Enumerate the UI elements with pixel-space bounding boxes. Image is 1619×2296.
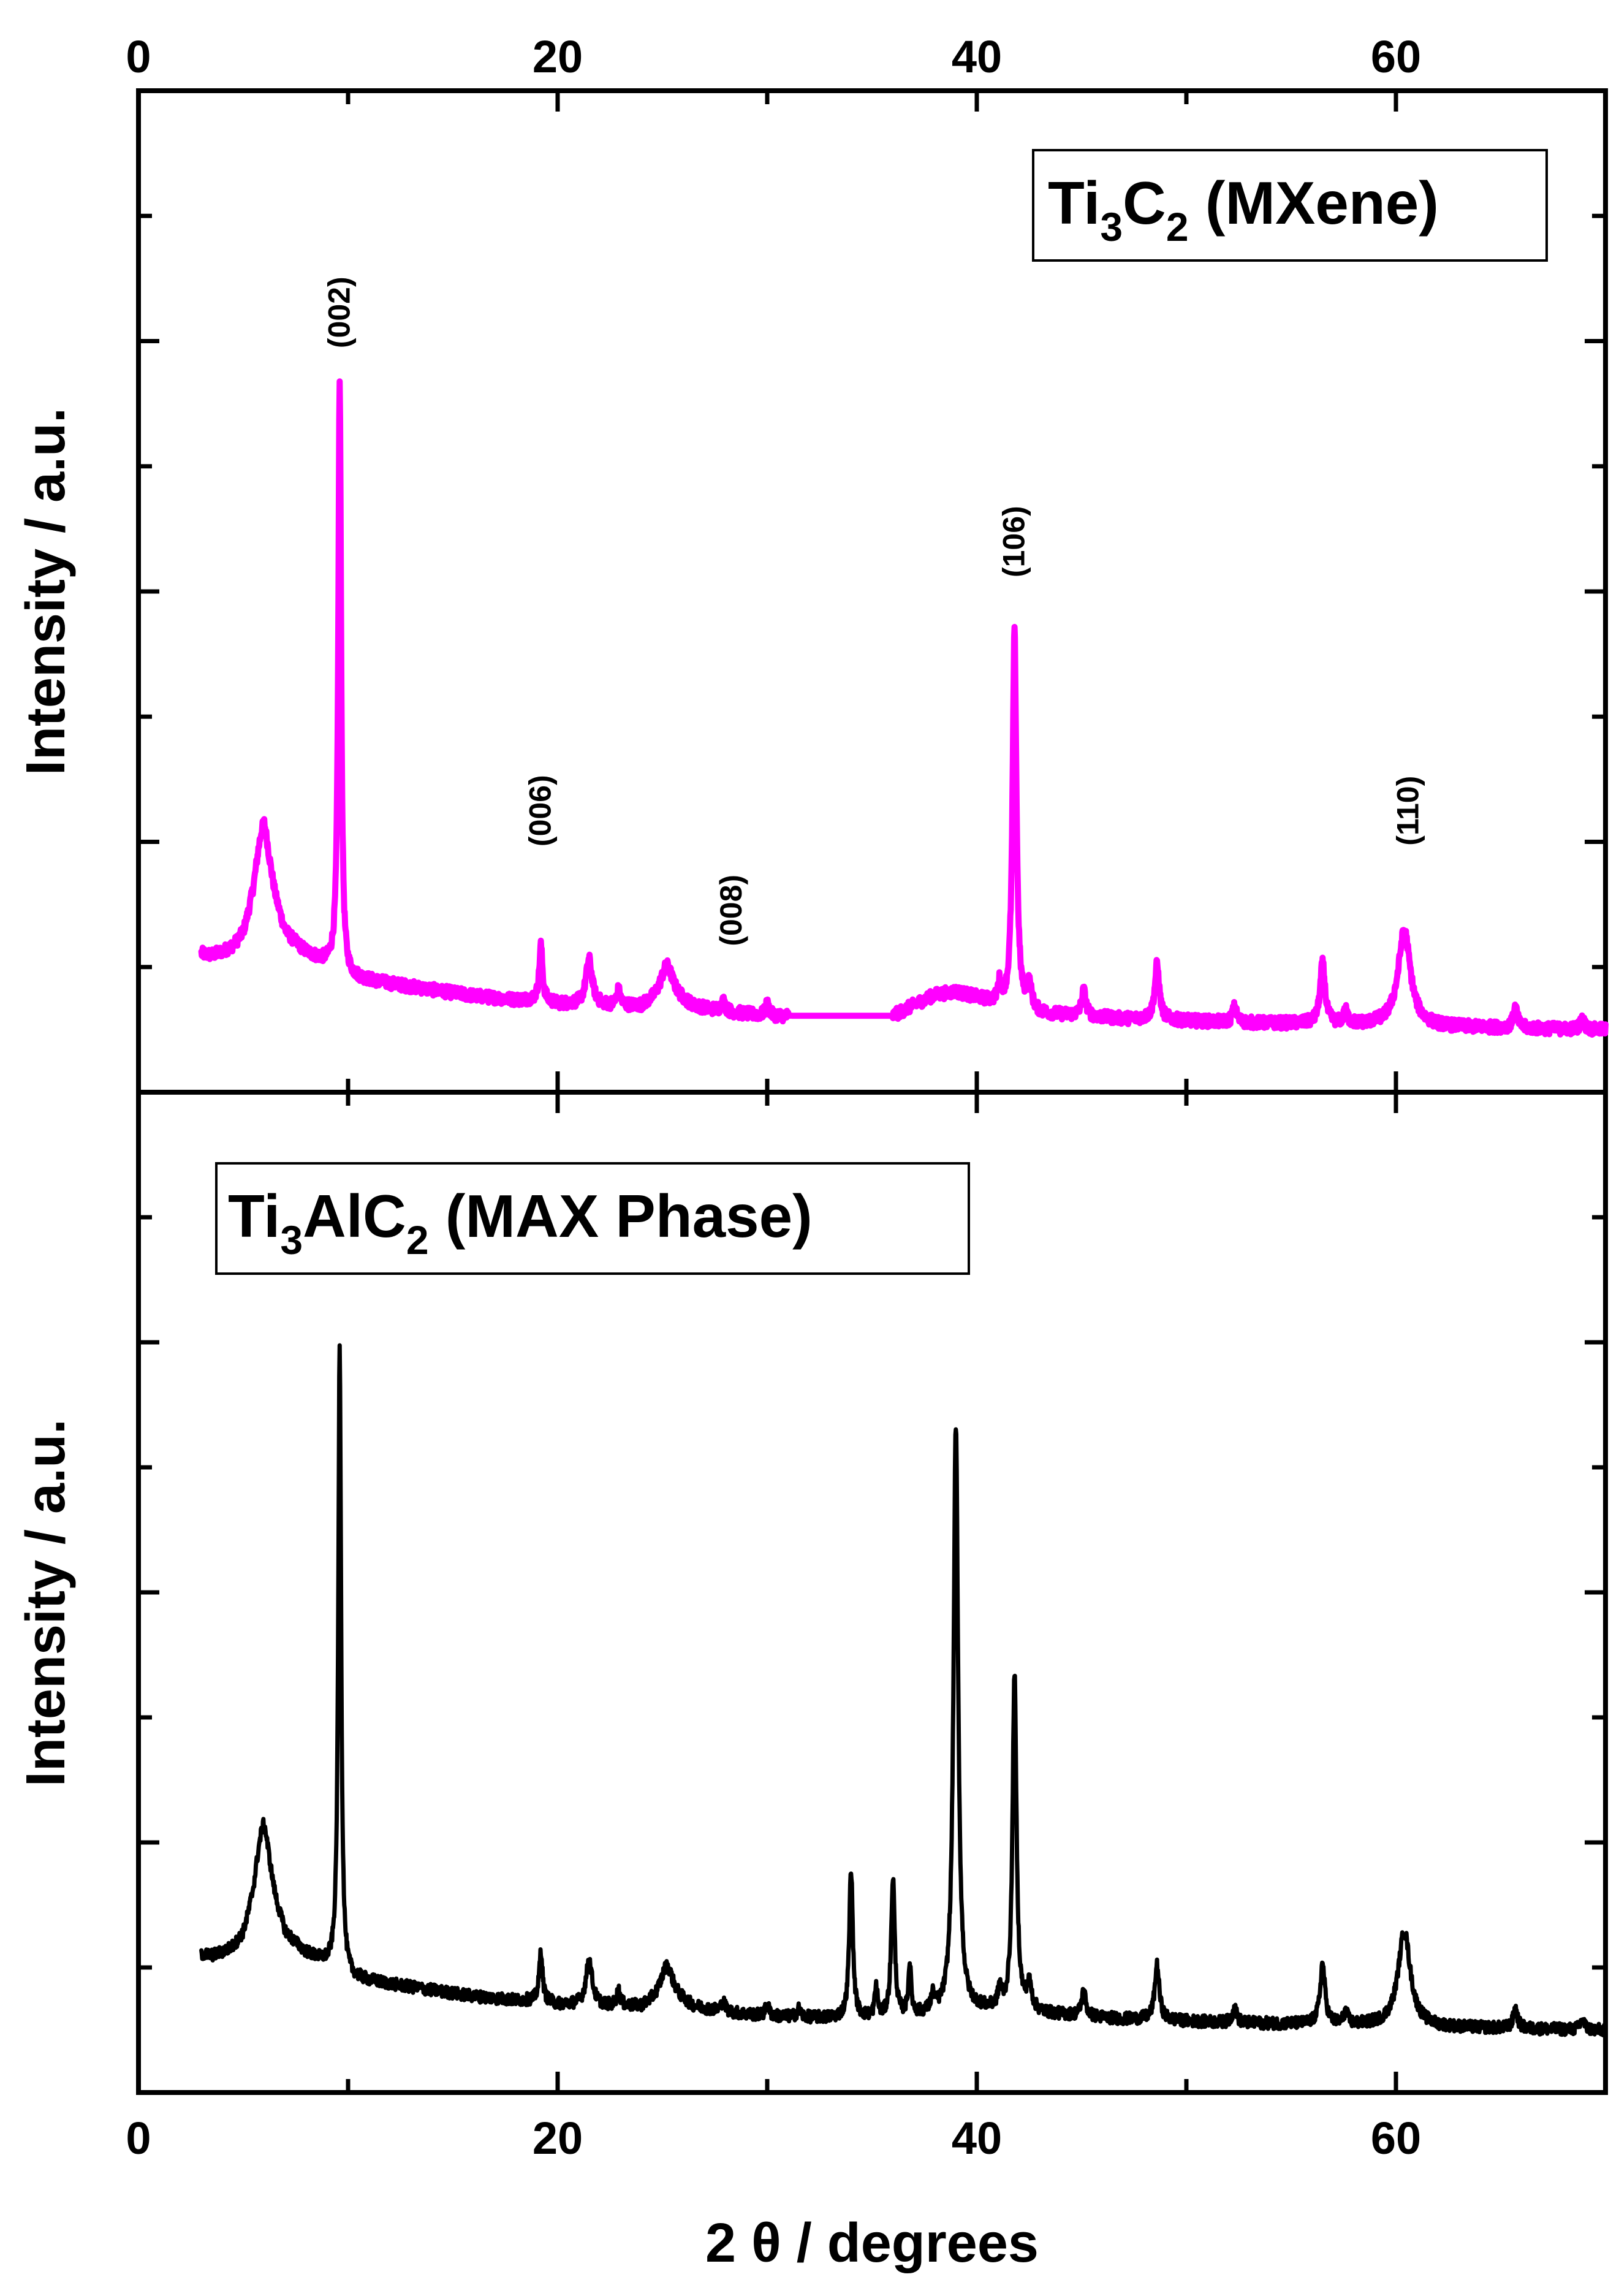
mxene-legend-sub2: 2 — [1166, 204, 1189, 249]
mxene-x-tick-label: 40 — [952, 31, 1002, 82]
x-axis-label: 2 θ / degrees — [705, 2213, 1039, 2274]
max-legend-box — [215, 1162, 970, 1275]
max-xrd-series-line — [199, 1343, 1608, 2037]
mxene-x-tick-label: 20 — [533, 31, 583, 82]
max-legend-text: Ti3AlC2 (MAX Phase) — [228, 1182, 813, 1263]
peak-label: (106) — [997, 506, 1031, 577]
mxene-x-tick-label: 0 — [126, 31, 151, 82]
mxene-top-tick-labels: 0 20 40 60 — [126, 31, 1421, 82]
peak-label: (006) — [523, 775, 558, 846]
max-x-tick-label: 40 — [952, 2113, 1002, 2164]
mxene-panel: 0 20 40 60 Intensity / a.u. Ti3C2 (MXene) (… — [15, 31, 1609, 1095]
peak-label: (110) — [1391, 776, 1425, 846]
peak-label: (008) — [714, 875, 748, 946]
max-y-axis-label: Intensity / a.u. — [15, 1419, 77, 1787]
mxene-legend-text: Ti3C2 (MXene) — [1048, 169, 1439, 249]
max-x-tick-label: 0 — [126, 2113, 151, 2164]
mxene-xrd-series-line — [198, 378, 1609, 1038]
mxene-x-tick-label: 60 — [1371, 31, 1421, 82]
max-legend-alc: AlC — [303, 1182, 406, 1250]
mxene-legend: Ti3C2 (MXene) — [1032, 149, 1548, 262]
mxene-legend-sub1: 3 — [1100, 204, 1123, 249]
mxene-peak-labels: (002) (006) (008) (106) (110) — [322, 276, 1425, 946]
max-bottom-tick-labels: 0 20 40 60 — [126, 2113, 1421, 2164]
max-x-tick-label: 20 — [533, 2113, 583, 2164]
max-legend: Ti3AlC2 (MAX Phase) — [215, 1162, 970, 1275]
max-legend-ti: Ti — [228, 1182, 280, 1250]
mxene-legend-c: C — [1123, 169, 1166, 237]
mxene-legend-tail: (MXene) — [1189, 169, 1439, 237]
peak-label: (002) — [322, 276, 356, 348]
max-ticks — [136, 1092, 1608, 2093]
max-legend-tail: (MAX Phase) — [429, 1182, 813, 1250]
max-legend-sub1: 3 — [280, 1217, 303, 1263]
max-x-tick-label: 60 — [1371, 2113, 1421, 2164]
max-phase-panel: 0 20 40 60 Intensity / a.u. Ti3AlC2 (MAX Ph… — [15, 1090, 1608, 2164]
mxene-legend-box — [1032, 149, 1548, 262]
mxene-y-axis-label: Intensity / a.u. — [15, 408, 77, 775]
mxene-legend-ti: Ti — [1048, 169, 1100, 237]
max-legend-sub2: 2 — [406, 1217, 429, 1263]
